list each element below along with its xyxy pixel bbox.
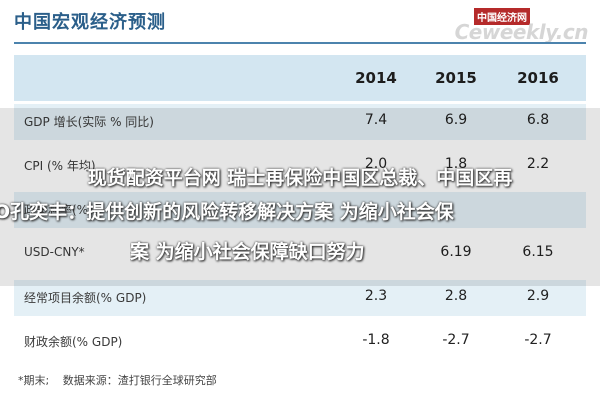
brand-logo: 中国经济网 Ceweekly.cn xyxy=(432,6,592,44)
year-header-2015: 2015 xyxy=(435,69,477,87)
table-row: 经常项目余额(% GDP) 2.3 2.8 2.9 xyxy=(14,280,586,316)
row-label-cpi: CPI (% 年均) xyxy=(24,159,96,173)
table-header xyxy=(14,55,586,101)
table-row: USD-CNY* 6.19 6.15 xyxy=(14,236,586,272)
title-divider xyxy=(14,42,586,44)
table-cell: 6.8 xyxy=(526,112,550,128)
table-cell: 6.19 xyxy=(440,244,472,260)
row-label-gdp: GDP 增长(实际 % 同比) xyxy=(24,115,154,129)
table-cell: -1.8 xyxy=(362,332,390,348)
logo-cn-text: 中国经济网 xyxy=(474,8,530,25)
table-cell: 2.9 xyxy=(526,288,550,304)
footnote: *期末; 数据来源：渣打银行全球研究部 xyxy=(18,372,227,388)
table-row: GDP 增长(实际 % 同比) 7.4 6.9 6.8 xyxy=(14,104,586,140)
table-row: 政策利率(%) xyxy=(14,192,586,228)
table-cell: 1.8 xyxy=(444,156,468,172)
table-cell: 2.0 xyxy=(364,156,388,172)
headline-line-2[interactable]: O孔奕丰：提供创新的风险转移解决方案 为缩小社会保 xyxy=(0,201,454,223)
year-header-2016: 2016 xyxy=(517,69,559,87)
row-label-usd-cny: USD-CNY* xyxy=(24,245,85,259)
table-cell: 7.4 xyxy=(364,112,388,128)
footnote-source: 数据来源：渣打银行全球研究部 xyxy=(62,374,217,387)
row-label-current-account: 经常项目余额(% GDP) xyxy=(24,291,147,305)
table-cell: 6.15 xyxy=(522,244,554,260)
logo-en-text: Ceweekly.cn xyxy=(454,20,589,44)
table-cell: -2.7 xyxy=(524,332,552,348)
table-cell: 2.3 xyxy=(364,288,388,304)
page-title: 中国宏观经济预测 xyxy=(14,12,166,33)
table-cell: -2.7 xyxy=(442,332,470,348)
table-row: CPI (% 年均) 2.0 1.8 2.2 xyxy=(14,148,586,184)
row-label-fiscal-balance: 财政余额(% GDP) xyxy=(24,335,123,349)
row-label-policy-rate: 政策利率(%) xyxy=(24,203,93,217)
footnote-mark: *期末; xyxy=(18,374,50,387)
headline-overlay xyxy=(0,108,600,286)
headline-line-1[interactable]: 现货配资平台网 瑞士再保险中国区总裁、中国区再 xyxy=(87,167,513,189)
table-cell: 2.2 xyxy=(526,156,550,172)
year-header-2014: 2014 xyxy=(355,69,397,87)
table-cell: 6.9 xyxy=(444,112,468,128)
table-cell: 2.8 xyxy=(444,288,468,304)
headline-line-3[interactable]: 案 为缩小社会保障缺口努力 xyxy=(130,241,365,263)
table-row: 财政余额(% GDP) -1.8 -2.7 -2.7 xyxy=(14,324,586,360)
